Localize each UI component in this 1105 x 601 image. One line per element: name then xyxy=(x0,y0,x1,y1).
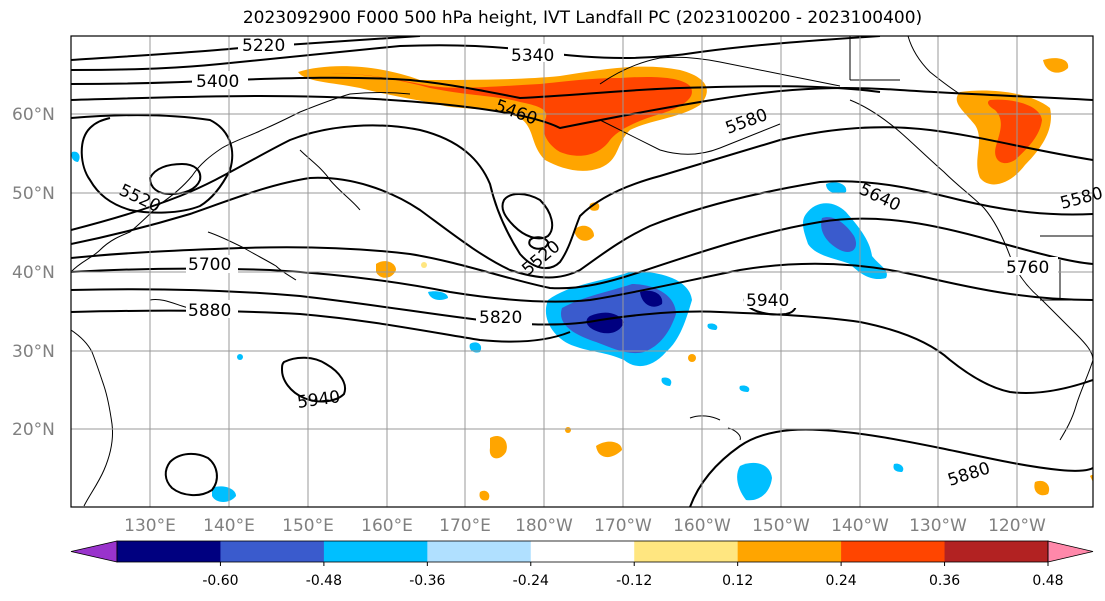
ivt-negative-shading xyxy=(71,151,904,502)
lon-label: 140°W xyxy=(831,516,889,536)
colorbar-tick-label: 0.36 xyxy=(929,573,960,589)
colorbar-segment xyxy=(944,541,1049,562)
contour-label: 5700 xyxy=(188,255,231,275)
colorbar-segment xyxy=(530,541,635,562)
colorbar-tick-label: -0.36 xyxy=(409,573,445,589)
contour-label: 5400 xyxy=(196,72,239,92)
colorbar-segment xyxy=(737,541,842,562)
colorbar-tick-label: -0.48 xyxy=(306,573,342,589)
colorbar-tick-label: 0.12 xyxy=(722,573,753,589)
lon-label: 130°W xyxy=(909,516,967,536)
height-contours xyxy=(71,36,1093,507)
colorbar-tick-label: 0.48 xyxy=(1032,573,1063,589)
map-frame xyxy=(70,35,1094,508)
colorbar-extension-low xyxy=(70,540,118,563)
lon-label: 150°E xyxy=(282,516,334,536)
lon-label: 160°W xyxy=(673,516,731,536)
latitude-labels: 60°N 50°N 40°N 30°N 20°N xyxy=(12,105,55,440)
colorbar-segment xyxy=(220,541,325,562)
colorbar-segment xyxy=(427,541,532,562)
contour-label: 5220 xyxy=(242,36,285,56)
colorbar-tick-label: -0.24 xyxy=(513,573,549,589)
contour-label: 5880 xyxy=(188,301,231,321)
gridlines xyxy=(71,36,1093,507)
colorbar-segment xyxy=(117,541,221,562)
longitude-labels: 130°E 140°E 150°E 160°E 170°E 180°W 170°… xyxy=(124,516,1046,536)
lat-label: 30°N xyxy=(12,342,55,362)
colorbar-tick-label: 0.24 xyxy=(826,573,857,589)
coastlines xyxy=(71,36,1093,507)
colorbar-outline xyxy=(116,540,1049,563)
contour-label: 5820 xyxy=(479,308,522,328)
lon-label: 170°E xyxy=(439,516,491,536)
lon-label: 180°W xyxy=(515,516,573,536)
lon-label: 170°W xyxy=(594,516,652,536)
lat-label: 20°N xyxy=(12,420,55,440)
colorbar-extension-high xyxy=(1047,540,1094,563)
lon-label: 160°E xyxy=(361,516,413,536)
lon-label: 150°W xyxy=(752,516,810,536)
colorbar-segment xyxy=(634,541,739,562)
contour-label: 5760 xyxy=(1006,258,1049,278)
colorbar-segment xyxy=(841,541,946,562)
colorbar-tick-label: -0.60 xyxy=(202,573,238,589)
lon-label: 130°E xyxy=(124,516,176,536)
colorbar: -0.60 -0.48 -0.36 -0.24 -0.12 0.12 0.24 0.36 0.4… xyxy=(70,540,1094,589)
contour-label: 5940 xyxy=(746,291,789,311)
lat-label: 60°N xyxy=(12,105,55,125)
map-title: 2023092900 F000 500 hPa height, IVT Land… xyxy=(242,8,923,28)
lat-label: 50°N xyxy=(12,184,55,204)
contour-label: 5340 xyxy=(511,46,554,66)
colorbar-segment xyxy=(323,541,428,562)
lon-label: 140°E xyxy=(203,516,255,536)
lon-label: 120°W xyxy=(988,516,1046,536)
lat-label: 40°N xyxy=(12,263,55,283)
colorbar-tick-label: -0.12 xyxy=(616,573,652,589)
